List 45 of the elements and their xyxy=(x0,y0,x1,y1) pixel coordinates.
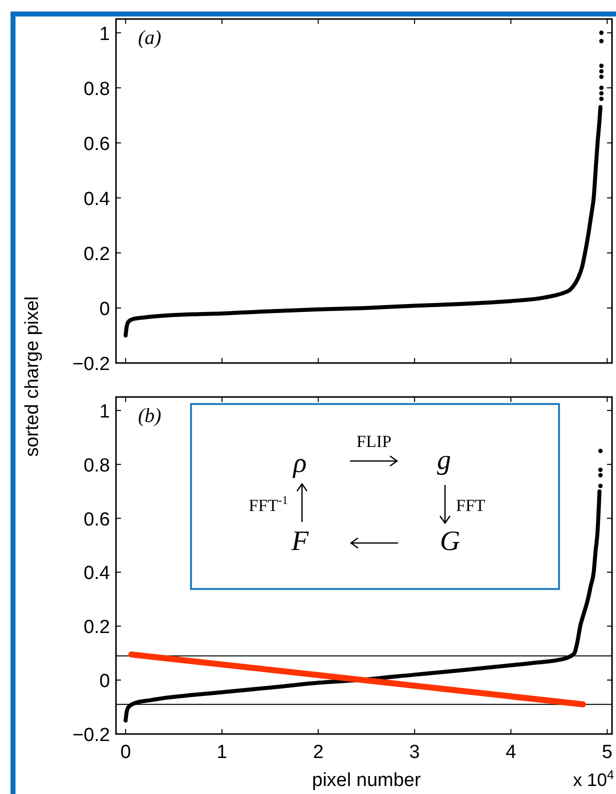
annotation: (b) xyxy=(138,405,162,427)
y-tick-label: −0.2 xyxy=(72,354,110,375)
x-tick-label: 5 xyxy=(602,742,612,763)
y-tick-label: 0 xyxy=(99,671,110,692)
y-tick-label: 0.4 xyxy=(84,563,110,584)
y-axis-title: sorted charge pixel xyxy=(22,296,43,457)
annotation: FFT$^{-1}$ xyxy=(248,493,288,515)
point xyxy=(599,96,604,102)
point xyxy=(599,86,604,90)
point xyxy=(598,468,603,472)
y-tick-label: 0.8 xyxy=(84,78,110,100)
y-tick-label: 0 xyxy=(99,298,110,320)
x-axis-title: pixel number xyxy=(312,770,422,791)
x-tick-label: 3 xyxy=(409,742,420,763)
text: x 10$^{4}$ xyxy=(572,768,614,790)
annotation: FFT xyxy=(456,496,486,515)
point xyxy=(599,38,604,44)
x-tick-label: 1 xyxy=(216,742,228,763)
y-tick-label: 0.2 xyxy=(84,617,110,638)
annotation: F xyxy=(290,526,310,557)
point xyxy=(598,472,603,478)
y-tick-label: 0.6 xyxy=(84,134,110,155)
y-tick-label: 0.6 xyxy=(84,509,110,530)
annotation: ρ xyxy=(292,448,307,479)
point xyxy=(599,30,604,35)
y-tick-label: 0.2 xyxy=(84,244,110,265)
y-tick-label: 0.8 xyxy=(84,455,110,476)
y-tick-label: 0.4 xyxy=(84,188,110,210)
y-tick-label: 1 xyxy=(99,401,110,422)
x-tick-label: 4 xyxy=(506,742,517,763)
annotation: G xyxy=(440,526,460,557)
point xyxy=(598,448,603,454)
x-tick-label: 0 xyxy=(120,742,131,763)
point xyxy=(599,91,604,96)
point xyxy=(598,484,603,488)
point xyxy=(599,64,604,68)
annotation: (a) xyxy=(138,27,162,49)
y-tick-label: 1 xyxy=(99,24,110,45)
line-series xyxy=(124,105,602,338)
point xyxy=(599,69,604,74)
point xyxy=(599,74,604,79)
y-tick-label: −0.2 xyxy=(72,725,110,746)
annotation: FLIP xyxy=(356,432,392,451)
x-tick-label: 2 xyxy=(312,742,324,763)
annotation: g xyxy=(437,445,451,476)
